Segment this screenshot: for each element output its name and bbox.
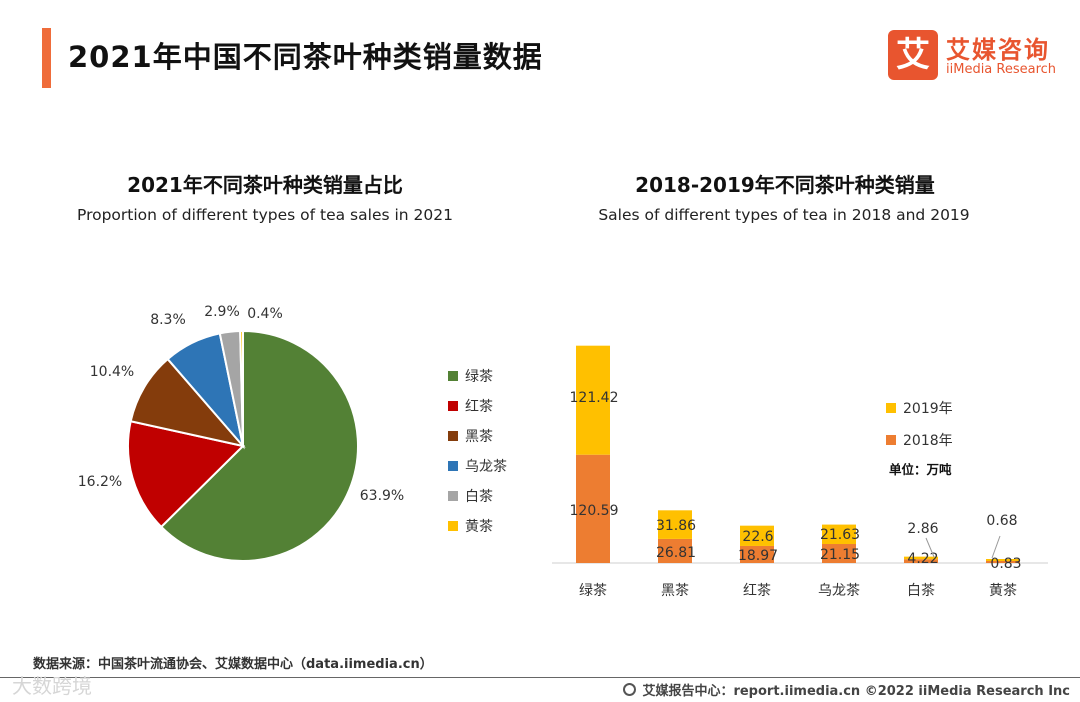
pie-data-label: 2.9%	[204, 304, 240, 320]
bar-data-label: 120.59	[570, 503, 619, 519]
legend-swatch	[448, 401, 458, 411]
x-tick-label: 黄茶	[989, 582, 1017, 599]
legend-swatch	[448, 521, 458, 531]
page-title: 2021年中国不同茶叶种类销量数据	[68, 40, 543, 74]
pie-legend-item: 绿茶	[448, 361, 507, 391]
x-tick-label: 绿茶	[579, 583, 607, 599]
pie-data-label: 8.3%	[150, 312, 186, 328]
pie-legend-item: 白茶	[448, 481, 507, 511]
legend-label: 2019年	[903, 401, 953, 417]
bar-legend-item: 2019年	[886, 392, 953, 424]
watermark: 大数跨境	[12, 674, 92, 698]
legend-swatch	[886, 435, 896, 445]
logo-cn-text: 艾媒咨询	[946, 36, 1050, 64]
globe-icon	[623, 683, 637, 696]
bar-data-label: 121.42	[570, 390, 619, 406]
pie-chart-subtitle: Proportion of different types of tea sal…	[77, 206, 453, 224]
legend-label: 黑茶	[465, 429, 493, 445]
bar-chart-title: 2018-2019年不同茶叶种类销量	[635, 173, 935, 197]
pie-legend-item: 乌龙茶	[448, 451, 507, 481]
bar-data-label: 21.15	[820, 547, 860, 563]
pie-chart-title: 2021年不同茶叶种类销量占比	[127, 173, 403, 197]
legend-swatch	[448, 431, 458, 441]
bar-segment-2018	[822, 544, 856, 563]
pie-chart: 63.9% 16.2% 10.4% 8.3% 2.9% 0.4%	[78, 304, 404, 562]
x-tick-label: 白茶	[907, 583, 935, 599]
bar-segment-2018	[740, 545, 774, 563]
footer-report: 艾媒报告中心：report.iimedia.cn ©2022 iiMedia R…	[623, 680, 1070, 699]
logo-mark: 艾	[888, 30, 938, 80]
legend-swatch	[448, 371, 458, 381]
bar-segment-2019	[822, 524, 856, 545]
legend-label: 2018年	[903, 433, 953, 449]
legend-swatch	[886, 403, 896, 413]
pie-slice	[127, 420, 246, 529]
pie-data-label: 0.4%	[247, 306, 283, 322]
iimedia-logo: 艾 艾媒咨询 iiMedia Research	[888, 30, 1068, 82]
bar-segment-2018	[986, 561, 1020, 563]
bar-data-label: 0.68	[986, 513, 1017, 529]
legend-label: 绿茶	[465, 369, 493, 385]
x-tick-label: 黑茶	[661, 583, 689, 599]
pie-legend: 绿茶 红茶 黑茶 乌龙茶 白茶 黄茶	[448, 361, 507, 541]
bar-data-label: 21.63	[820, 527, 860, 543]
bar-data-label: 31.86	[656, 518, 696, 534]
unit-label: 单位：万吨	[889, 462, 952, 477]
pie-slice	[159, 329, 359, 562]
footer-report-text: 艾媒报告中心：report.iimedia.cn ©2022 iiMedia R…	[642, 684, 1070, 699]
bar-segment-2019	[658, 510, 692, 539]
bar-segment-2018	[904, 559, 938, 563]
legend-label: 乌龙茶	[465, 459, 507, 475]
legend-label: 红茶	[465, 399, 493, 415]
pie-data-label: 63.9%	[360, 488, 404, 504]
bar-segment-2019	[740, 525, 774, 546]
legend-swatch	[448, 461, 458, 471]
bar-data-label: 0.83	[990, 556, 1021, 572]
pie-slice	[239, 329, 244, 447]
pie-legend-item: 黑茶	[448, 421, 507, 451]
bar-data-label: 26.81	[656, 545, 696, 561]
bar-segment-2018	[576, 454, 610, 563]
bar-data-label: 22.6	[742, 529, 773, 545]
bar-segment-2019	[904, 556, 938, 560]
logo-en-text: iiMedia Research	[946, 62, 1057, 77]
legend-label: 白茶	[465, 489, 493, 505]
bar-legend: 2019年 2018年	[886, 392, 953, 456]
bar-segment-2018	[658, 538, 692, 563]
leader-line	[991, 535, 1001, 559]
bar-chart-subtitle: Sales of different types of tea in 2018 …	[598, 206, 970, 224]
data-source: 数据来源：中国茶叶流通协会、艾媒数据中心（data.iimedia.cn）	[33, 657, 433, 672]
pie-data-label: 16.2%	[78, 474, 122, 490]
pie-slice	[129, 357, 246, 448]
bar-segment-2019	[576, 345, 610, 455]
bar-segment-2019	[986, 559, 1020, 561]
legend-swatch	[448, 491, 458, 501]
title-accent-bar	[42, 28, 51, 88]
leader-line	[925, 537, 935, 558]
pie-data-label: 10.4%	[90, 364, 134, 380]
bar-data-label: 4.22	[907, 551, 938, 567]
bar-chart: 绿茶 黑茶 红茶 乌龙茶 白茶 黄茶 120.59 121.42 26.81 31.86 18.97…	[552, 345, 1048, 599]
bar-data-label: 18.97	[738, 548, 778, 564]
legend-label: 黄茶	[465, 519, 493, 535]
pie-legend-item: 红茶	[448, 391, 507, 421]
pie-legend-item: 黄茶	[448, 511, 507, 541]
bar-legend-item: 2018年	[886, 424, 953, 456]
footer-divider	[0, 677, 1080, 678]
bar-data-label: 2.86	[907, 521, 938, 537]
x-tick-label: 红茶	[743, 583, 771, 599]
x-tick-label: 乌龙茶	[818, 583, 860, 599]
